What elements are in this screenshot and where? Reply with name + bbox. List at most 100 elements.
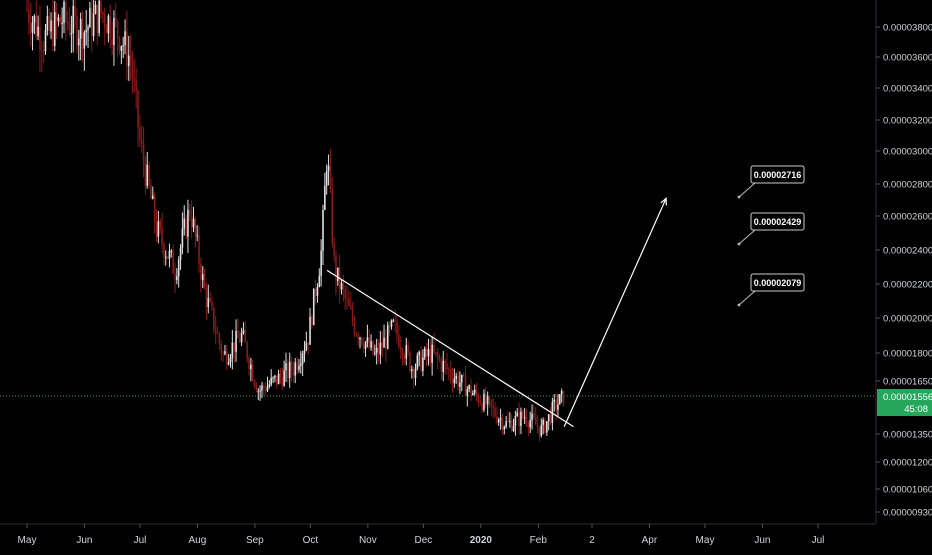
candle-body (214, 329, 217, 334)
candle-body (79, 18, 82, 39)
candle-body (355, 333, 358, 335)
candle-body (423, 348, 426, 358)
candle-body (314, 288, 317, 297)
candle-body (159, 221, 161, 228)
projection-arrow[interactable] (563, 198, 667, 427)
candle-body (164, 256, 167, 258)
candle-body (398, 334, 400, 348)
candle-body (57, 17, 60, 22)
candle-body (53, 12, 56, 46)
candle-body (70, 33, 73, 35)
candle-body (544, 419, 546, 433)
candle-body (325, 170, 328, 186)
candle-body (177, 259, 180, 277)
candle-body (63, 1, 65, 24)
x-tick-label: Oct (303, 535, 319, 546)
callout-box (750, 165, 805, 184)
candle-body (403, 357, 406, 359)
candle-body (320, 250, 322, 276)
price-label-callout[interactable]: 0.00002716 (737, 165, 805, 199)
candle-body (525, 417, 528, 424)
projection-arrow-head (660, 197, 667, 206)
candle-body (270, 377, 272, 385)
candle-body (342, 282, 345, 290)
candle-body (486, 396, 489, 405)
candle-body (237, 330, 239, 339)
candle-body (189, 209, 191, 216)
candle-body (531, 413, 533, 421)
candle-body (279, 373, 282, 378)
candle-body (394, 320, 396, 322)
candle-body (529, 420, 531, 428)
x-tick-label: 2020 (470, 535, 493, 546)
candle-body (296, 362, 298, 370)
candle-body (309, 316, 311, 345)
y-tick-label: 0.00003600 (883, 53, 932, 64)
candle-body (142, 143, 145, 164)
candle-body (157, 221, 160, 237)
candle-body (220, 343, 223, 354)
candle-body (150, 184, 152, 199)
y-tick-label: 0.00003200 (883, 116, 932, 127)
x-tick-label: 2 (589, 535, 595, 546)
candle-body (76, 15, 78, 46)
trendline[interactable] (326, 269, 574, 428)
candle-body (120, 46, 123, 51)
candle-body (436, 352, 439, 359)
candle-body (61, 23, 63, 25)
candle-body (115, 18, 117, 22)
candle-body (133, 78, 136, 82)
candle-body (29, 22, 32, 33)
candle-body (372, 341, 374, 354)
y-tick-label: 0.00001350 (883, 430, 932, 441)
candle-body (287, 363, 289, 379)
candle-body (168, 250, 171, 259)
candle-body (460, 374, 463, 383)
candle-body (392, 320, 395, 322)
candle-body (340, 282, 343, 290)
candle-body (33, 15, 36, 23)
candle-body (235, 330, 237, 352)
candle-body (514, 416, 517, 426)
candle-body (183, 218, 186, 229)
candle-body (238, 338, 241, 343)
candle-body (198, 235, 200, 264)
candle-body (366, 337, 369, 343)
candle-body (557, 404, 559, 410)
candle-body (549, 414, 552, 423)
candle-body (163, 243, 165, 258)
candle-body (551, 401, 554, 423)
candle-body (316, 286, 319, 297)
candle-body (481, 403, 483, 411)
candle-body (540, 424, 543, 436)
y-tick-label: 0.00001650 (883, 377, 932, 388)
candle-body (349, 305, 352, 309)
candle-body (312, 288, 315, 326)
candle-body (161, 227, 163, 244)
candle-body (374, 352, 376, 354)
candle-body (81, 18, 84, 49)
candle-body (507, 421, 509, 423)
candle-body (547, 414, 550, 422)
candle-body (534, 417, 537, 425)
callout-text: 0.00002716 (754, 170, 802, 180)
price-label-callout[interactable]: 0.00002429 (737, 212, 805, 246)
candle-body (411, 369, 413, 372)
price-label-callout[interactable]: 0.00002079 (737, 273, 805, 307)
candle-body (100, 0, 102, 13)
candle-body (292, 371, 295, 376)
y-tick-label: 0.00002800 (883, 180, 932, 191)
candle-body (94, 4, 97, 14)
candle-body (409, 352, 411, 372)
candle-body (559, 394, 561, 405)
candle-body (290, 361, 293, 372)
candle-body (368, 337, 371, 348)
x-tick-label: Aug (189, 535, 207, 546)
candle-body (250, 364, 252, 370)
candle-body (90, 8, 93, 36)
candle-body (427, 349, 430, 357)
last-price-value: 0.00001556 (883, 392, 932, 403)
candle-body (490, 399, 493, 407)
